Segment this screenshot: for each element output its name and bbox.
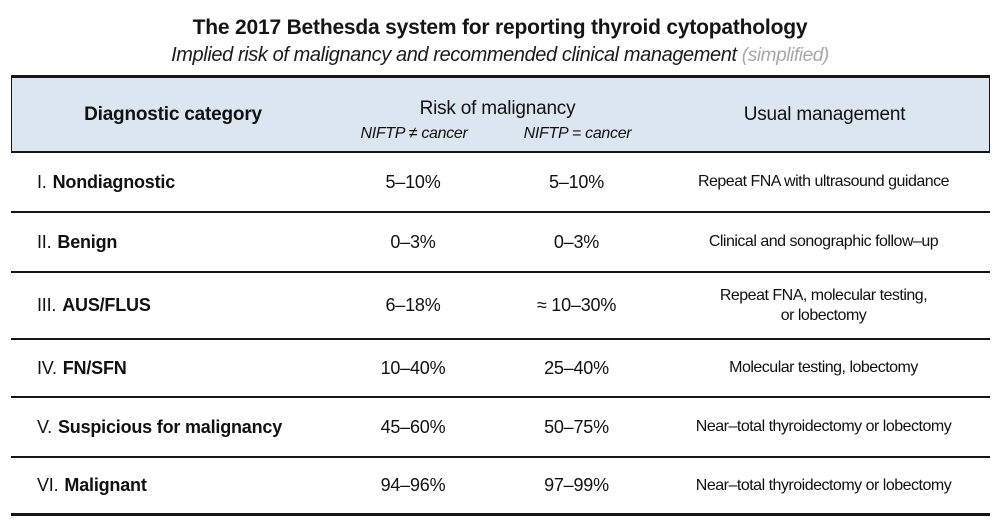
management-cell: Repeat FNA, molecular testing, or lobect… <box>719 286 928 324</box>
row-category: Suspicious for malignancy <box>57 416 283 437</box>
risk-niftp-not-cancer: 10–40% <box>380 357 446 378</box>
management-cell: Near–total thyroidectomy or lobectomy <box>695 476 952 494</box>
risk-niftp-not-cancer: 5–10% <box>385 171 441 192</box>
header-diagnostic-category: Diagnostic category <box>84 103 262 125</box>
table-top-rule <box>11 75 990 78</box>
header-niftp-equals-cancer: NIFTP = cancer <box>523 124 632 142</box>
row-category: Nondiagnostic <box>52 171 176 192</box>
table-row-fn-sfn: IV. FN/SFN 10–40% 25–40% Molecular testi… <box>11 340 990 398</box>
row-category: Malignant <box>64 475 147 495</box>
table-row-aus-flus: III. AUS/FLUS 6–18% ≈ 10–30% Repeat FNA,… <box>11 273 990 340</box>
category-cell: IV. FN/SFN <box>11 340 333 396</box>
page-subtitle: Implied risk of malignancy and recommend… <box>0 44 1000 67</box>
bethesda-table: Diagnostic category Risk of malignancy N… <box>11 75 990 516</box>
management-cell: Repeat FNA with ultrasound guidance <box>697 173 950 190</box>
subtitle-note: (simplified) <box>741 45 829 66</box>
risk-niftp-not-cancer: 0–3% <box>390 231 436 252</box>
row-category: AUS/FLUS <box>62 295 151 315</box>
risk-niftp-cancer: 97–99% <box>544 475 609 495</box>
header-risk-subcolumns: NIFTP ≠ cancer NIFTP = cancer <box>334 122 661 151</box>
header-niftp-not-cancer: NIFTP ≠ cancer <box>360 124 468 142</box>
table-row-malignant: VI. Malignant 94–96% 97–99% Near–total t… <box>11 458 990 513</box>
category-cell: VI. Malignant <box>11 458 333 513</box>
table-row-nondiagnostic: I. Nondiagnostic 5–10% 5–10% Repeat FNA … <box>11 153 990 213</box>
row-numeral: VI. <box>37 475 59 495</box>
title-block: The 2017 Bethesda system for reporting t… <box>0 16 1000 67</box>
row-numeral: III. <box>37 295 57 315</box>
category-cell: III. AUS/FLUS <box>11 273 333 338</box>
subtitle-text: Implied risk of malignancy and recommend… <box>171 44 737 66</box>
category-cell: I. Nondiagnostic <box>11 153 333 211</box>
row-numeral: V. <box>37 416 52 437</box>
row-category: Benign <box>57 231 118 252</box>
management-cell: Near–total thyroidectomy or lobectomy <box>695 418 952 435</box>
risk-niftp-not-cancer: 45–60% <box>380 416 446 437</box>
header-risk-of-malignancy: Risk of malignancy <box>419 98 576 119</box>
table-row-benign: II. Benign 0–3% 0–3% Clinical and sonogr… <box>11 213 990 273</box>
management-cell: Molecular testing, lobectomy <box>729 359 918 376</box>
row-numeral: IV. <box>37 357 57 378</box>
risk-niftp-not-cancer: 94–96% <box>380 475 446 495</box>
risk-niftp-cancer: 50–75% <box>544 416 609 437</box>
page-title: The 2017 Bethesda system for reporting t… <box>192 16 808 39</box>
row-numeral: I. <box>37 171 47 192</box>
table-bottom-rule <box>11 513 990 516</box>
category-cell: V. Suspicious for malignancy <box>11 398 333 456</box>
category-cell: II. Benign <box>11 213 333 271</box>
row-category: FN/SFN <box>62 357 127 378</box>
risk-niftp-cancer: ≈ 10–30% <box>536 295 617 315</box>
header-risk-group: Risk of malignancy NIFTP ≠ cancer NIFTP … <box>334 78 661 151</box>
risk-niftp-cancer: 5–10% <box>548 171 605 192</box>
row-numeral: II. <box>37 231 52 252</box>
header-usual-management: Usual management <box>743 103 906 125</box>
management-cell: Clinical and sonographic follow–up <box>708 233 939 250</box>
risk-niftp-not-cancer: 6–18% <box>385 295 441 315</box>
risk-niftp-cancer: 0–3% <box>553 231 600 252</box>
table-header-row: Diagnostic category Risk of malignancy N… <box>11 78 990 153</box>
risk-niftp-cancer: 25–40% <box>544 357 609 378</box>
table-row-suspicious: V. Suspicious for malignancy 45–60% 50–7… <box>11 398 990 458</box>
